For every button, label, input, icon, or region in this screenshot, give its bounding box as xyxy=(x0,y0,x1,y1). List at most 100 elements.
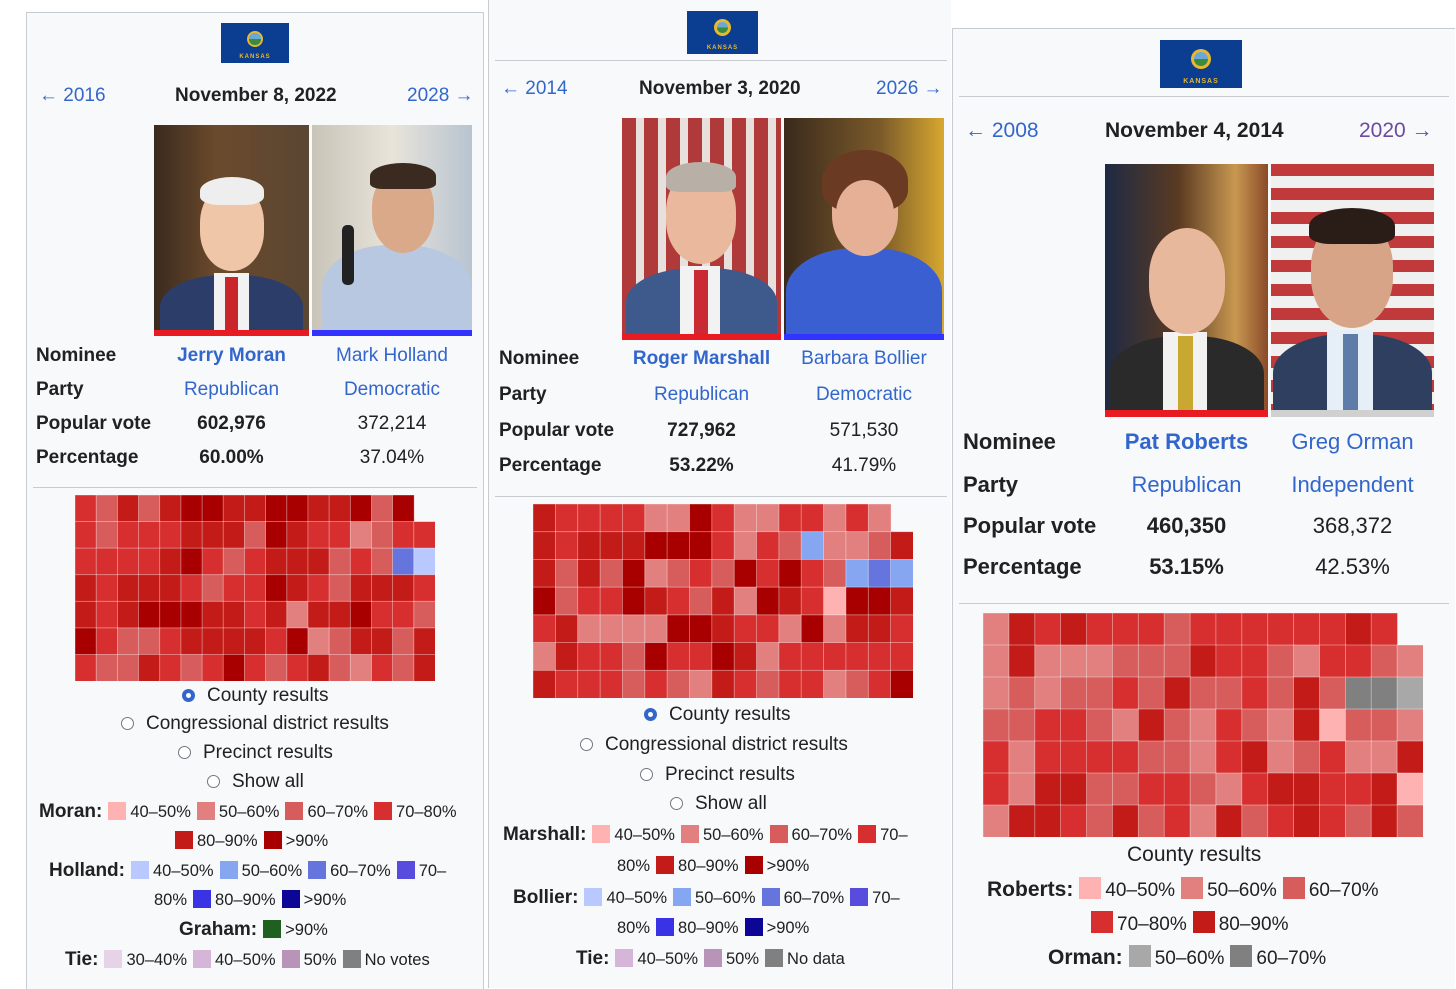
county-region xyxy=(117,521,140,550)
candidate-1-name[interactable]: Roger Marshall xyxy=(632,348,771,369)
county-region xyxy=(1163,740,1191,774)
county-region xyxy=(243,653,267,681)
county-region xyxy=(577,504,601,533)
radio-congressional-results[interactable]: Congressional district results xyxy=(121,713,389,735)
legend-moran-row2: 80–90% >90% xyxy=(169,831,328,851)
infobox-2020: KANSAS ← 2014 November 3, 2020 2026 → No… xyxy=(488,0,951,988)
popular-vote-label: Popular vote xyxy=(36,413,152,434)
county-region xyxy=(371,547,394,576)
county-region xyxy=(890,669,913,698)
kansas-flag-icon: KANSAS xyxy=(1160,40,1242,88)
legend-bollier-row1: Bollier: 40–50% 50–60% 60–70% 70– xyxy=(513,887,900,908)
county-region xyxy=(392,495,415,523)
county-results-map[interactable] xyxy=(983,613,1423,837)
infobox-2022: KANSAS ← 2016 November 8, 2022 2028 → No… xyxy=(26,12,484,989)
candidate-2-party[interactable]: Democratic xyxy=(343,379,441,400)
county-region xyxy=(1267,676,1295,710)
candidate-2-name[interactable]: Barbara Bollier xyxy=(801,348,927,369)
county-region xyxy=(349,627,373,656)
candidate-photo-orman[interactable] xyxy=(1271,164,1434,410)
candidate-photo-holland[interactable] xyxy=(312,125,472,330)
prev-election-link[interactable]: ← 2014 xyxy=(501,78,568,99)
county-region xyxy=(622,642,646,672)
county-region xyxy=(1189,772,1217,806)
county-region xyxy=(159,521,182,550)
election-date: November 4, 2014 xyxy=(1105,119,1284,142)
county-region xyxy=(644,504,669,533)
county-region xyxy=(689,559,713,588)
county-region xyxy=(1111,740,1140,774)
county-results-map[interactable] xyxy=(533,504,913,698)
county-region xyxy=(1189,676,1217,710)
candidate-photo-moran[interactable] xyxy=(154,125,309,330)
county-region xyxy=(689,531,713,561)
county-region xyxy=(1215,613,1243,646)
county-region xyxy=(222,495,246,523)
county-region xyxy=(1008,708,1036,742)
county-region xyxy=(75,547,98,576)
county-region xyxy=(1319,772,1347,806)
radio-show-all[interactable]: Show all xyxy=(207,771,304,793)
legend-roberts-row2: 70–80% 80–90% xyxy=(1085,911,1288,936)
radio-congressional-results[interactable]: Congressional district results xyxy=(580,734,848,756)
county-results-map[interactable] xyxy=(75,495,435,681)
candidate-1-name[interactable]: Pat Roberts xyxy=(1124,429,1249,454)
county-region xyxy=(1267,708,1295,742)
county-region xyxy=(1319,804,1347,837)
next-election-link[interactable]: 2028 → xyxy=(407,85,474,106)
candidate-1-party[interactable]: Republican xyxy=(183,379,280,400)
county-region xyxy=(392,574,415,603)
county-region xyxy=(800,669,825,698)
county-region xyxy=(180,600,203,629)
county-region xyxy=(1060,676,1088,710)
candidate-1-party[interactable]: Republican xyxy=(653,384,750,405)
map-caption: County results xyxy=(1127,843,1262,866)
county-region xyxy=(1370,708,1398,742)
candidate-photo-roberts[interactable] xyxy=(1105,164,1268,410)
county-region xyxy=(823,586,847,616)
candidate-1-party[interactable]: Republican xyxy=(1131,472,1242,497)
county-region xyxy=(1060,740,1088,774)
county-region xyxy=(307,547,330,576)
county-region xyxy=(845,586,870,616)
county-region xyxy=(1319,708,1347,742)
county-region xyxy=(328,600,352,629)
county-region xyxy=(201,574,225,603)
candidate-2-name[interactable]: Mark Holland xyxy=(336,345,448,366)
county-region xyxy=(666,642,691,672)
nominee-label: Nominee xyxy=(963,429,1056,454)
county-region xyxy=(328,521,352,550)
county-region xyxy=(867,669,892,698)
divider xyxy=(495,496,947,497)
radio-county-results[interactable]: County results xyxy=(182,685,328,707)
candidate-2-pct: 42.53% xyxy=(1315,554,1390,579)
county-region xyxy=(890,559,913,588)
radio-precinct-results[interactable]: Precinct results xyxy=(178,742,333,764)
prev-election-link[interactable]: ← 2008 xyxy=(965,119,1039,142)
candidate-2-party[interactable]: Independent xyxy=(1291,472,1414,497)
county-region xyxy=(1008,644,1036,678)
county-region xyxy=(599,586,624,616)
county-region xyxy=(1215,740,1243,774)
county-region xyxy=(1215,644,1243,678)
county-region xyxy=(413,574,435,603)
county-region xyxy=(711,504,736,533)
next-election-link[interactable]: 2020 → xyxy=(1359,119,1433,142)
radio-county-results[interactable]: County results xyxy=(644,704,790,726)
candidate-photo-bollier[interactable] xyxy=(784,118,944,334)
prev-election-link[interactable]: ← 2016 xyxy=(39,85,106,106)
county-region xyxy=(1293,613,1321,646)
candidate-2-name[interactable]: Greg Orman xyxy=(1291,429,1414,454)
county-region xyxy=(222,653,246,681)
radio-precinct-results[interactable]: Precinct results xyxy=(640,764,795,786)
candidate-1-name[interactable]: Jerry Moran xyxy=(177,345,286,366)
radio-show-all[interactable]: Show all xyxy=(670,793,767,815)
next-election-link[interactable]: 2026 → xyxy=(876,78,943,99)
county-region xyxy=(733,504,758,533)
county-region xyxy=(328,574,352,603)
candidate-2-party[interactable]: Democratic xyxy=(815,384,913,405)
county-region xyxy=(577,669,601,698)
county-region xyxy=(867,559,892,588)
candidate-photo-marshall[interactable] xyxy=(622,118,781,334)
county-region xyxy=(1086,676,1114,710)
